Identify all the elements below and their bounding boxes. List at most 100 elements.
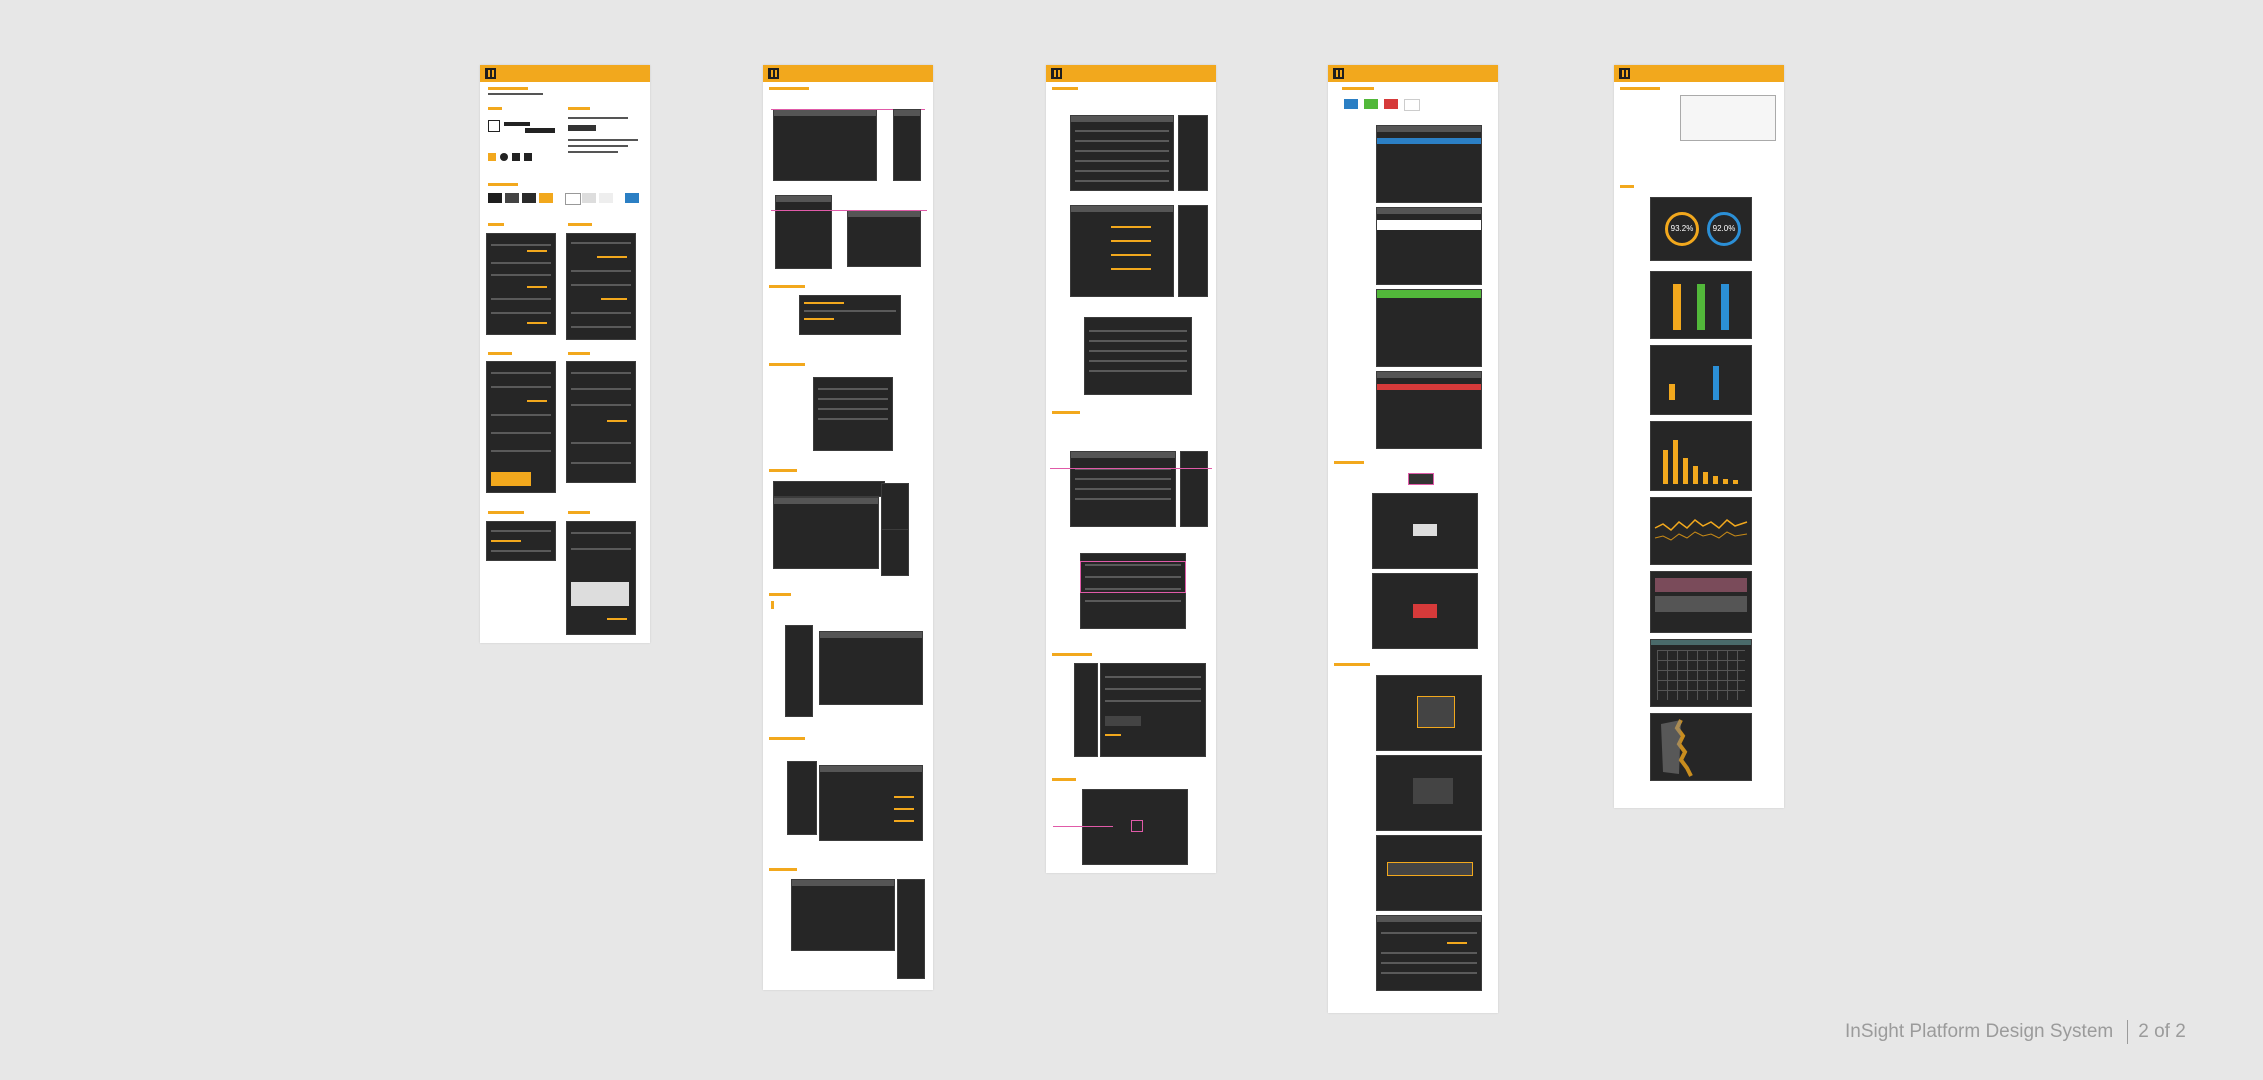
section-heading <box>769 469 797 472</box>
layout-mockup <box>791 879 895 951</box>
section-heading <box>488 511 524 514</box>
layout-mockup <box>787 761 817 835</box>
layout-mockup <box>773 109 877 181</box>
color-swatch <box>1364 99 1378 109</box>
section-heading <box>1334 663 1370 666</box>
gauge-left-value: 93.2% <box>1670 224 1694 233</box>
state-mockup <box>1376 207 1482 285</box>
table-mockup <box>1178 115 1208 191</box>
modal-mockup <box>1372 573 1478 649</box>
component-mockup <box>813 377 893 451</box>
color-swatch <box>1344 99 1358 109</box>
section-heading <box>568 223 592 226</box>
sheet-tables <box>1046 65 1216 873</box>
dialog-mockup <box>1376 835 1482 911</box>
section-heading <box>769 868 797 871</box>
brand-logo <box>768 68 779 79</box>
sheet-header <box>1614 65 1784 82</box>
bar-chart <box>1650 271 1752 339</box>
dialog-mockup <box>1376 755 1482 831</box>
section-heading <box>1620 185 1634 188</box>
section-heading <box>568 352 590 355</box>
bar-chart <box>1650 421 1752 491</box>
form-mockup <box>1074 663 1098 757</box>
state-mockup <box>1376 289 1482 367</box>
sheet-header <box>1328 65 1498 82</box>
logo-variant <box>488 120 500 132</box>
form-mockup <box>1100 663 1206 757</box>
table-mockup <box>1084 317 1192 395</box>
logo-variant <box>504 122 530 126</box>
layout-mockup <box>847 210 921 267</box>
page-indicator: 2 of 2 <box>2138 1021 2186 1042</box>
table-mockup <box>1070 205 1174 297</box>
footer-divider <box>2127 1020 2129 1044</box>
gauge-right: 92.0% <box>1707 212 1741 246</box>
color-swatch <box>582 193 596 203</box>
section-heading <box>488 87 528 90</box>
section-heading <box>1052 411 1080 414</box>
ui-mockup-panel <box>566 361 636 483</box>
section-heading <box>1052 778 1076 781</box>
state-mockup <box>1376 371 1482 449</box>
map-mockup <box>1053 789 1188 865</box>
sheet-forms-states <box>1328 65 1498 1013</box>
color-swatch <box>565 193 581 205</box>
annotation-line <box>771 109 925 110</box>
icon-sample <box>500 153 508 161</box>
sheet-layouts <box>763 65 933 990</box>
section-heading <box>1052 653 1092 656</box>
layout-mockup <box>819 765 923 841</box>
type-sample <box>568 117 628 119</box>
document-title: InSight Platform Design System <box>1845 1021 2114 1042</box>
ui-mockup-panel <box>486 521 556 561</box>
section-heading <box>488 352 512 355</box>
table-mockup <box>1070 451 1176 527</box>
annotation-box <box>1080 561 1186 593</box>
dialog-mockup <box>1376 915 1482 991</box>
brand-logo <box>1619 68 1630 79</box>
sheet-charts: 93.2% 92.0% <box>1614 65 1784 808</box>
icon-sample <box>524 153 532 161</box>
color-swatch <box>599 193 613 203</box>
section-heading <box>769 593 791 596</box>
sheet-foundations <box>480 65 650 643</box>
sheet-header <box>763 65 933 82</box>
grid-chart <box>1650 639 1752 707</box>
ui-mockup-panel <box>486 361 556 493</box>
component-mockup <box>773 497 879 569</box>
component-mockup <box>799 295 901 335</box>
gauge-left: 93.2% <box>1665 212 1699 246</box>
type-sample <box>568 139 638 141</box>
sheet-header <box>480 65 650 82</box>
callout <box>771 601 774 609</box>
color-swatch <box>1404 99 1420 111</box>
annotation-box <box>1408 473 1434 485</box>
annotation-line <box>771 210 927 211</box>
brand-logo <box>485 68 496 79</box>
color-swatch <box>488 193 502 203</box>
sheet-header <box>1046 65 1216 82</box>
dialog-mockup <box>1376 675 1482 751</box>
section-heading <box>1052 87 1078 90</box>
gauge-right-value: 92.0% <box>1712 224 1736 233</box>
table-mockup <box>1178 205 1208 297</box>
section-heading <box>568 107 590 110</box>
type-sample <box>568 145 628 147</box>
table-mockup <box>1070 115 1174 191</box>
table-mockup <box>1080 553 1186 629</box>
layout-mockup <box>893 109 921 181</box>
color-swatch <box>522 193 536 203</box>
section-heading <box>568 511 590 514</box>
color-swatch <box>539 193 553 203</box>
ui-mockup-panel <box>566 521 636 635</box>
section-heading <box>488 183 518 186</box>
scatter-chart <box>1650 713 1752 781</box>
color-swatch <box>1384 99 1398 109</box>
brand-logo <box>1051 68 1062 79</box>
section-heading <box>488 223 504 226</box>
flow-diagram <box>1680 95 1776 141</box>
layout-mockup <box>775 195 832 269</box>
ui-mockup-panel <box>566 233 636 340</box>
caption <box>488 93 543 95</box>
